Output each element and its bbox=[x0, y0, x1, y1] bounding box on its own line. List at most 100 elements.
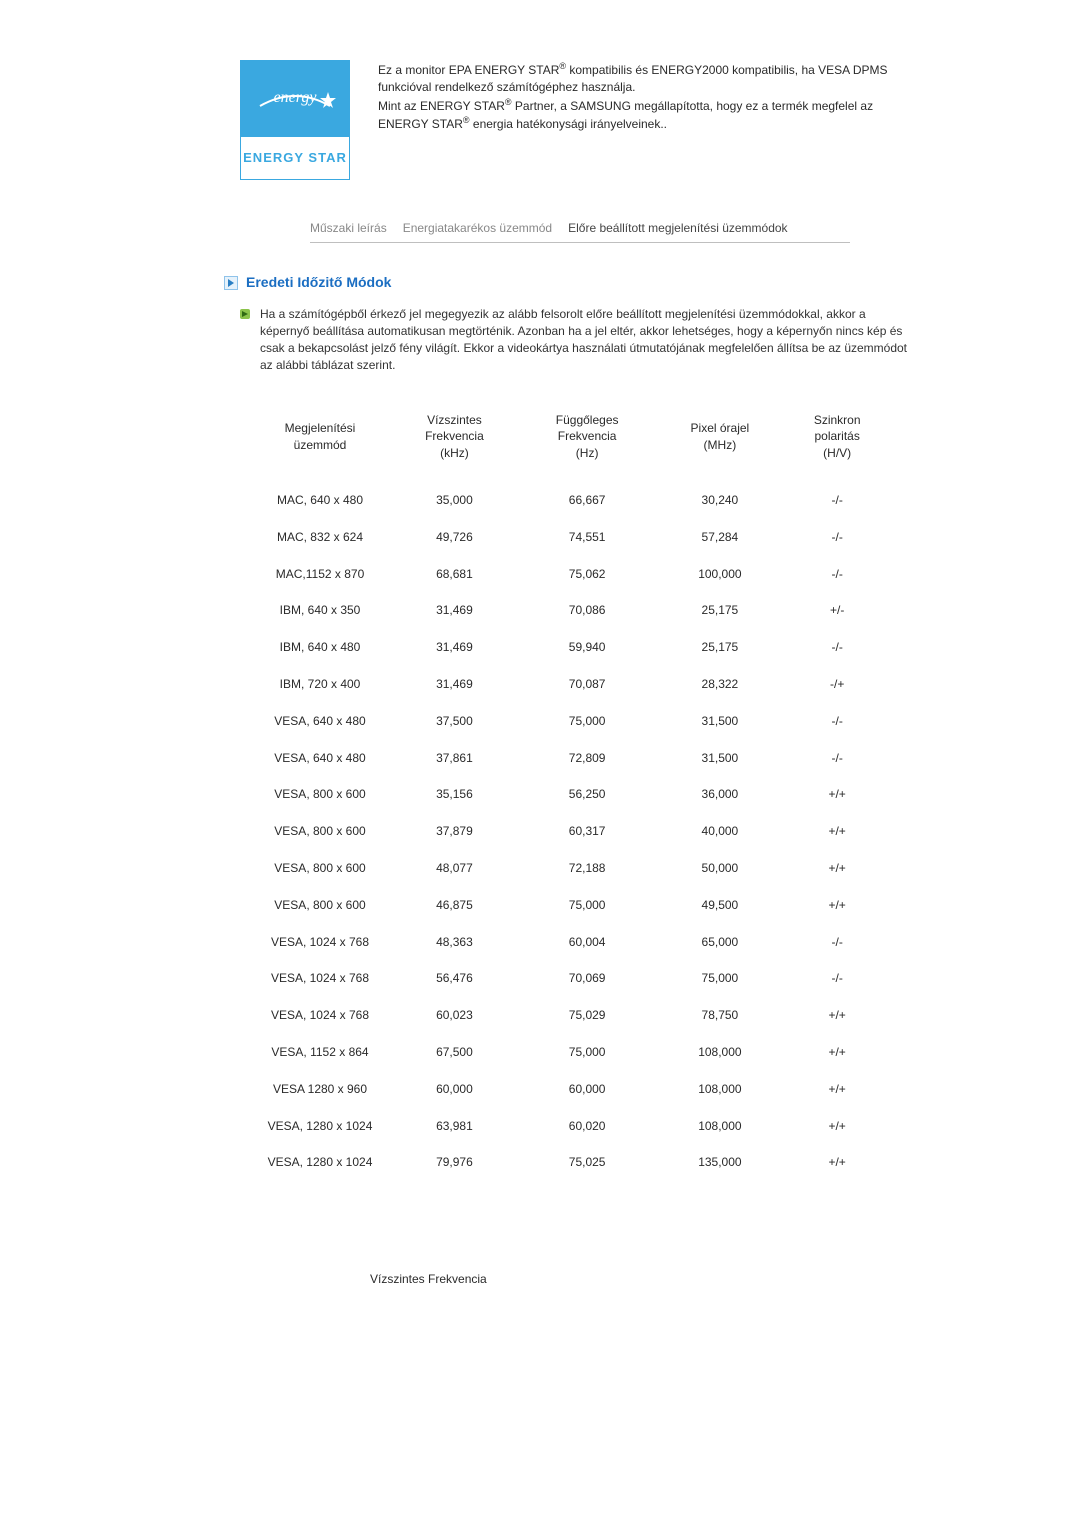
cell-pixel: 36,000 bbox=[655, 776, 784, 813]
table-row: VESA, 1280 x 102463,98160,020108,000+/+ bbox=[250, 1108, 890, 1145]
section-title: Eredeti Időzitő Módok bbox=[246, 273, 391, 293]
table-row: VESA, 1024 x 76856,47670,06975,000-/- bbox=[250, 960, 890, 997]
cell-hfreq: 35,000 bbox=[390, 482, 519, 519]
cell-vfreq: 60,317 bbox=[519, 813, 656, 850]
cell-vfreq: 66,667 bbox=[519, 482, 656, 519]
cell-mode: MAC, 640 x 480 bbox=[250, 482, 390, 519]
cell-vfreq: 72,188 bbox=[519, 850, 656, 887]
cell-vfreq: 72,809 bbox=[519, 740, 656, 777]
cell-sync: +/+ bbox=[784, 776, 890, 813]
cell-vfreq: 75,029 bbox=[519, 997, 656, 1034]
cell-hfreq: 37,500 bbox=[390, 703, 519, 740]
cell-hfreq: 56,476 bbox=[390, 960, 519, 997]
cell-mode: VESA, 800 x 600 bbox=[250, 850, 390, 887]
cell-mode: VESA, 1024 x 768 bbox=[250, 924, 390, 961]
cell-vfreq: 70,069 bbox=[519, 960, 656, 997]
intro-text: Ez a monitor EPA ENERGY STAR® kompatibil… bbox=[378, 60, 910, 180]
cell-hfreq: 31,469 bbox=[390, 592, 519, 629]
cell-mode: VESA, 1024 x 768 bbox=[250, 960, 390, 997]
cell-pixel: 135,000 bbox=[655, 1144, 784, 1181]
energy-star-logo: energy ENERGY STAR bbox=[240, 60, 350, 180]
cell-vfreq: 59,940 bbox=[519, 629, 656, 666]
table-row: VESA, 1024 x 76848,36360,00465,000-/- bbox=[250, 924, 890, 961]
tab-preset-modes[interactable]: Előre beállított megjelenítési üzemmódok bbox=[568, 220, 787, 237]
intro-line1a: Ez a monitor EPA ENERGY STAR bbox=[378, 63, 559, 77]
table-row: IBM, 720 x 40031,46970,08728,322-/+ bbox=[250, 666, 890, 703]
cell-mode: VESA, 1152 x 864 bbox=[250, 1034, 390, 1071]
table-row: VESA, 640 x 48037,86172,80931,500-/- bbox=[250, 740, 890, 777]
cell-sync: +/+ bbox=[784, 1071, 890, 1108]
cell-sync: -/- bbox=[784, 482, 890, 519]
cell-vfreq: 60,000 bbox=[519, 1071, 656, 1108]
col-vfreq: Függőleges Frekvencia (Hz) bbox=[519, 402, 656, 482]
tab-power[interactable]: Energiatakarékos üzemmód bbox=[403, 220, 552, 237]
cell-hfreq: 48,077 bbox=[390, 850, 519, 887]
cell-sync: -/+ bbox=[784, 666, 890, 703]
table-row: VESA, 800 x 60035,15656,25036,000+/+ bbox=[250, 776, 890, 813]
cell-mode: VESA 1280 x 960 bbox=[250, 1071, 390, 1108]
intro-row: energy ENERGY STAR Ez a monitor EPA ENER… bbox=[240, 60, 910, 180]
intro-line2c: energia hatékonysági irányelveinek.. bbox=[470, 117, 667, 131]
cell-sync: -/- bbox=[784, 556, 890, 593]
cell-vfreq: 60,020 bbox=[519, 1108, 656, 1145]
cell-vfreq: 60,004 bbox=[519, 924, 656, 961]
cell-mode: VESA, 800 x 600 bbox=[250, 887, 390, 924]
cell-sync: +/+ bbox=[784, 813, 890, 850]
timing-modes-table: Megjelenítési üzemmód Vízszintes Frekven… bbox=[250, 402, 890, 1182]
cell-pixel: 108,000 bbox=[655, 1071, 784, 1108]
cell-mode: VESA, 640 x 480 bbox=[250, 740, 390, 777]
cell-pixel: 50,000 bbox=[655, 850, 784, 887]
col-mode: Megjelenítési üzemmód bbox=[250, 402, 390, 482]
cell-hfreq: 63,981 bbox=[390, 1108, 519, 1145]
cell-sync: +/+ bbox=[784, 1108, 890, 1145]
cell-sync: -/- bbox=[784, 519, 890, 556]
intro-line2a: Mint az ENERGY STAR bbox=[378, 99, 505, 113]
cell-vfreq: 70,087 bbox=[519, 666, 656, 703]
cell-pixel: 75,000 bbox=[655, 960, 784, 997]
cell-hfreq: 31,469 bbox=[390, 666, 519, 703]
cell-hfreq: 49,726 bbox=[390, 519, 519, 556]
table-row: IBM, 640 x 48031,46959,94025,175-/- bbox=[250, 629, 890, 666]
chevron-right-icon bbox=[224, 276, 238, 290]
cell-mode: VESA, 1280 x 1024 bbox=[250, 1144, 390, 1181]
table-row: VESA, 640 x 48037,50075,00031,500-/- bbox=[250, 703, 890, 740]
cell-hfreq: 46,875 bbox=[390, 887, 519, 924]
section-desc: Ha a számítógépből érkező jel megegyezik… bbox=[260, 306, 910, 373]
table-row: VESA 1280 x 96060,00060,000108,000+/+ bbox=[250, 1071, 890, 1108]
cell-vfreq: 75,000 bbox=[519, 703, 656, 740]
cell-pixel: 30,240 bbox=[655, 482, 784, 519]
cell-sync: -/- bbox=[784, 924, 890, 961]
logo-text: ENERGY STAR bbox=[241, 136, 349, 179]
logo-script: energy bbox=[274, 89, 318, 106]
cell-pixel: 31,500 bbox=[655, 703, 784, 740]
table-row: MAC, 640 x 48035,00066,66730,240-/- bbox=[250, 482, 890, 519]
cell-mode: IBM, 640 x 480 bbox=[250, 629, 390, 666]
cell-mode: VESA, 640 x 480 bbox=[250, 703, 390, 740]
cell-sync: +/+ bbox=[784, 997, 890, 1034]
cell-sync: -/- bbox=[784, 740, 890, 777]
cell-hfreq: 31,469 bbox=[390, 629, 519, 666]
cell-sync: +/+ bbox=[784, 1144, 890, 1181]
table-row: MAC, 832 x 62449,72674,55157,284-/- bbox=[250, 519, 890, 556]
cell-vfreq: 75,000 bbox=[519, 1034, 656, 1071]
table-row: MAC,1152 x 87068,68175,062100,000-/- bbox=[250, 556, 890, 593]
cell-sync: +/+ bbox=[784, 1034, 890, 1071]
cell-pixel: 108,000 bbox=[655, 1034, 784, 1071]
cell-mode: VESA, 1280 x 1024 bbox=[250, 1108, 390, 1145]
cell-pixel: 40,000 bbox=[655, 813, 784, 850]
cell-pixel: 28,322 bbox=[655, 666, 784, 703]
tab-specs[interactable]: Műszaki leírás bbox=[310, 220, 387, 237]
cell-pixel: 25,175 bbox=[655, 629, 784, 666]
cell-sync: +/- bbox=[784, 592, 890, 629]
cell-sync: -/- bbox=[784, 960, 890, 997]
cell-hfreq: 35,156 bbox=[390, 776, 519, 813]
cell-mode: IBM, 640 x 350 bbox=[250, 592, 390, 629]
cell-hfreq: 37,879 bbox=[390, 813, 519, 850]
section-header: Eredeti Időzitő Módok bbox=[224, 273, 910, 293]
cell-vfreq: 56,250 bbox=[519, 776, 656, 813]
cell-pixel: 31,500 bbox=[655, 740, 784, 777]
cell-mode: VESA, 1024 x 768 bbox=[250, 997, 390, 1034]
cell-pixel: 57,284 bbox=[655, 519, 784, 556]
cell-hfreq: 68,681 bbox=[390, 556, 519, 593]
cell-sync: -/- bbox=[784, 703, 890, 740]
